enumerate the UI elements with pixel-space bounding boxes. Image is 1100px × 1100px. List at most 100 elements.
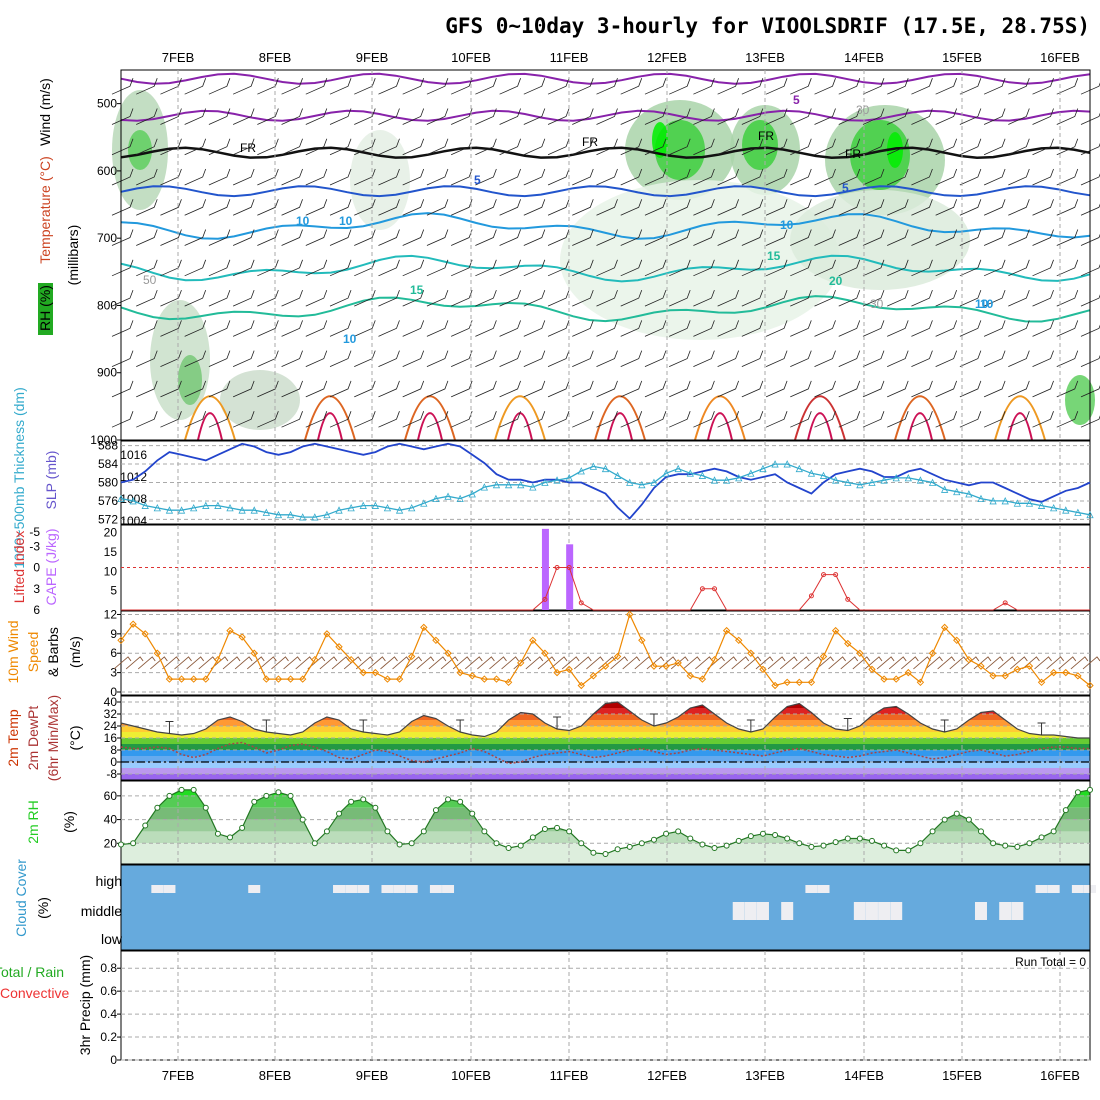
wind-barb [184,199,207,216]
wind-barb [1008,411,1030,428]
temp-tick: 24 [104,719,118,733]
wind-speed-point [747,649,755,657]
wind-barb [983,320,1006,337]
rh-point [808,843,815,850]
cloud-high-block [151,885,164,893]
wind-barb [887,108,909,125]
cloud-high-block [381,885,394,893]
wind-barb [136,289,158,307]
wind-barb [136,320,158,337]
thickness-point [662,469,670,477]
wind-barb [136,108,158,125]
wind-speed-point [638,636,646,645]
wind-barb [499,229,521,246]
rh-point [675,828,682,835]
wind-barb [1082,656,1100,670]
rh-region [887,132,903,168]
contour-label: FR [758,129,774,143]
cloud-middle-block [878,902,891,920]
wind-barb [113,656,132,670]
wind-barb [426,138,449,156]
wind-barb [402,289,425,307]
rh-point [1002,842,1009,849]
thickness-point [601,464,610,473]
wind-barb [428,656,447,670]
thickness-point [371,501,380,509]
rh-point [990,840,997,847]
wind-speed-point [892,675,900,683]
thickness-point [262,508,270,516]
wind-barb [693,78,715,95]
wind-barb [402,168,425,186]
contour-label: FR [845,147,861,161]
wind-barb [620,289,643,307]
wind-barb [1008,320,1030,337]
cloud-middle-block [999,902,1012,920]
wind-barb [1008,199,1030,216]
cloud-middle-block [853,902,866,920]
wind-barb [111,78,134,95]
wind-barb [644,289,667,307]
cloud-high-block [1071,885,1084,893]
wind-axis-label-1: 10m Wind [5,620,21,683]
wind-barb [779,656,798,670]
wind-barb [416,656,435,670]
date-label-top: 12FEB [647,50,687,65]
rh-point [1074,789,1081,796]
rh-point [178,786,185,793]
wind-barb [354,138,376,156]
wind-barb [160,138,182,156]
wind-speed-point [117,636,125,645]
pressure-axis-label: (millibars) [65,225,81,286]
wind-barb [959,350,982,368]
wind-barb [669,289,691,307]
wind-barb [985,656,1004,670]
date-label-top: 9FEB [356,50,389,65]
thickness-point [844,478,852,486]
rh-point [784,835,791,842]
wind-barb [644,78,667,95]
wind-barb [1046,656,1065,670]
cape-panel: -5-3 0 3 6 5 10 15 20 Lifted Index CAPE (J/kg) [11,524,1091,617]
lifted-tick: -3 [29,539,40,553]
wind-barb [911,350,933,368]
wind-barb [911,289,933,307]
thickness-point [238,506,246,514]
temp-band [121,768,1090,774]
thickness-point [323,510,331,519]
wind-barb [790,350,812,368]
thickness-point [577,467,585,475]
wind-barb [693,138,715,156]
wind-barb [208,78,231,95]
rh-point [723,842,730,849]
wind-barb [887,199,909,216]
pressure-tick: 1000 [90,433,117,447]
wind-barb [184,138,207,156]
wind-barb [232,259,255,277]
temp-band [121,744,1090,750]
wind-barb [959,108,982,125]
wind-barb [814,411,836,428]
rh-point [590,849,597,856]
wind-speed-point [395,675,404,683]
wind-barb [305,199,328,216]
wind-barb [586,656,604,670]
thickness-point [335,506,343,514]
wind-speed-point [468,672,476,680]
wind-barb [426,289,449,307]
lifted-point [566,565,572,570]
temperature-contour [907,412,933,441]
wind-barb [305,350,328,368]
wind-barb [765,320,788,337]
thickness-tick: 584 [98,457,118,471]
wind-barb [596,259,618,277]
temp-maxmin-bar [262,719,271,732]
wind-barb [111,320,134,337]
wind-barb [475,320,497,337]
lifted-point [578,600,584,606]
temp-band [121,702,1090,708]
wind-barb [378,229,400,246]
isotherm-line [120,212,1091,240]
wind-barb [136,380,158,398]
wind-barb [838,168,861,186]
